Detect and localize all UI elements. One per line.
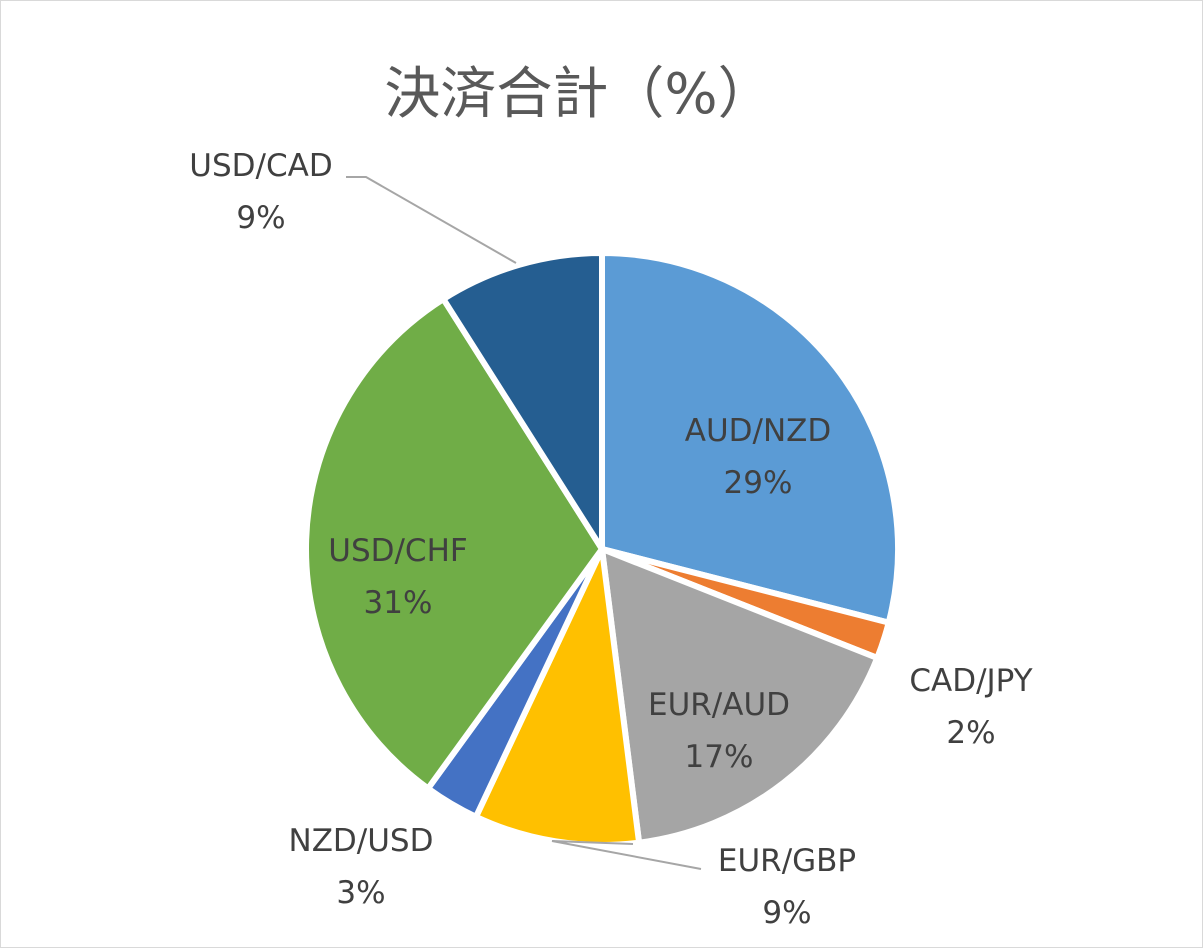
leader-line-eur-gbp: [551, 840, 702, 870]
slice-label-cad-jpy: CAD/JPY 2%: [909, 663, 1032, 751]
slice-label-eur-gbp: EUR/GBP 9%: [718, 843, 856, 931]
pie-slice-eur-aud: [599, 546, 881, 846]
slice-label-aud-nzd: AUD/NZD 29%: [685, 413, 832, 501]
slice-label-usd-chf: USD/CHF 31%: [328, 533, 467, 621]
pie-slice-usd-cad: [440, 250, 605, 552]
pie-slice-usd-chf: [303, 296, 605, 792]
pie-slice-aud-nzd: [599, 250, 901, 626]
leader-line-usd-cad: [346, 176, 517, 264]
slice-label-eur-aud: EUR/AUD 17%: [648, 687, 790, 775]
slice-label-nzd-usd: NZD/USD 3%: [289, 823, 434, 911]
slice-label-usd-cad: USD/CAD 9%: [189, 148, 332, 236]
slice-labels: AUD/NZD 29% CAD/JPY 2% EUR/AUD 17% EUR/GBP 9% NZ…: [189, 148, 1032, 931]
pie-slices: [303, 250, 901, 848]
chart-title: 決済合計（%）: [384, 62, 773, 127]
leader-lines: [346, 176, 702, 870]
